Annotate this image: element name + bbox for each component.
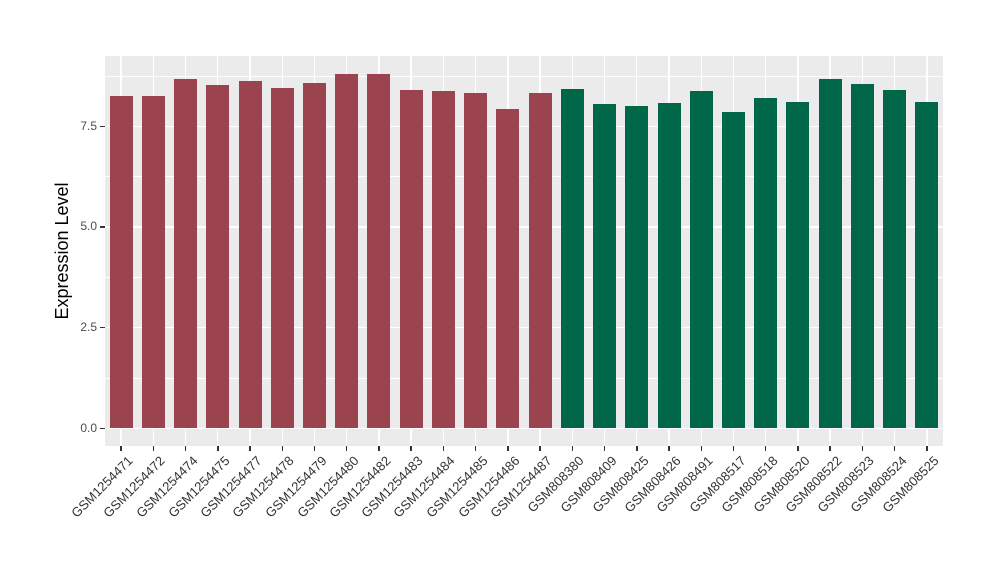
bar-GSM1254474	[174, 78, 198, 429]
bar-GSM808517	[722, 111, 745, 429]
x-tick	[893, 446, 896, 451]
x-tick	[539, 446, 541, 451]
y-tick	[100, 427, 105, 430]
x-tick	[571, 446, 574, 451]
bar-GSM1254482	[367, 73, 391, 429]
x-tick	[345, 446, 348, 451]
y-tick-label: 2.5	[80, 320, 97, 335]
x-tick	[442, 446, 445, 451]
bar-GSM1254478	[270, 88, 294, 429]
bar-GSM808491	[689, 90, 713, 429]
x-tick	[861, 446, 864, 451]
x-tick	[249, 446, 251, 451]
x-tick	[668, 446, 670, 451]
x-tick	[474, 446, 477, 451]
bar-GSM808523	[850, 83, 874, 429]
x-tick	[507, 446, 509, 451]
x-tick	[926, 446, 928, 451]
grid-minor-line	[105, 377, 943, 379]
x-tick	[829, 446, 831, 451]
grid-major-line	[105, 427, 943, 430]
bar-GSM1254477	[238, 81, 262, 429]
x-tick	[797, 446, 799, 451]
bar-GSM808520	[786, 101, 810, 429]
x-tick	[700, 446, 703, 451]
x-tick	[378, 446, 380, 451]
x-tick	[636, 446, 638, 451]
bar-GSM808525	[915, 102, 939, 429]
bar-GSM808425	[625, 106, 649, 429]
grid-minor-line	[105, 276, 943, 278]
bar-GSM808518	[754, 98, 778, 429]
y-tick	[100, 125, 105, 128]
bar-GSM808524	[883, 90, 907, 429]
grid-major-line	[105, 226, 943, 228]
grid-minor-line	[105, 75, 943, 77]
y-tick	[100, 226, 105, 228]
x-tick	[410, 446, 412, 451]
bar-GSM808522	[818, 79, 842, 429]
grid-major-line	[105, 125, 943, 128]
x-tick	[152, 446, 155, 451]
y-tick-label: 0.0	[80, 420, 97, 435]
bar-GSM1254487	[528, 92, 552, 429]
bar-GSM808426	[657, 102, 681, 429]
x-tick	[764, 446, 767, 451]
bar-GSM1254480	[335, 74, 359, 429]
bar-GSM1254485	[464, 93, 488, 429]
bar-GSM1254484	[431, 91, 455, 429]
x-tick	[184, 446, 187, 451]
x-tick	[732, 446, 735, 451]
x-tick	[313, 446, 316, 451]
bar-GSM1254472	[141, 95, 165, 429]
x-tick	[281, 446, 284, 451]
x-tick	[120, 446, 122, 451]
bar-GSM1254486	[496, 108, 520, 429]
grid-minor-line	[105, 176, 943, 177]
plot-panel	[105, 56, 943, 446]
x-tick	[217, 446, 219, 451]
bar-GSM1254471	[109, 95, 133, 429]
bar-GSM808409	[593, 103, 617, 429]
y-tick-label: 5.0	[80, 219, 97, 234]
bar-GSM808380	[560, 89, 584, 429]
y-tick	[100, 326, 105, 329]
bar-GSM1254479	[303, 83, 326, 429]
grid-major-line	[105, 326, 943, 329]
bar-GSM1254483	[399, 89, 423, 429]
x-tick	[603, 446, 606, 451]
y-tick-label: 7.5	[80, 118, 97, 133]
bar-GSM1254475	[206, 84, 230, 429]
